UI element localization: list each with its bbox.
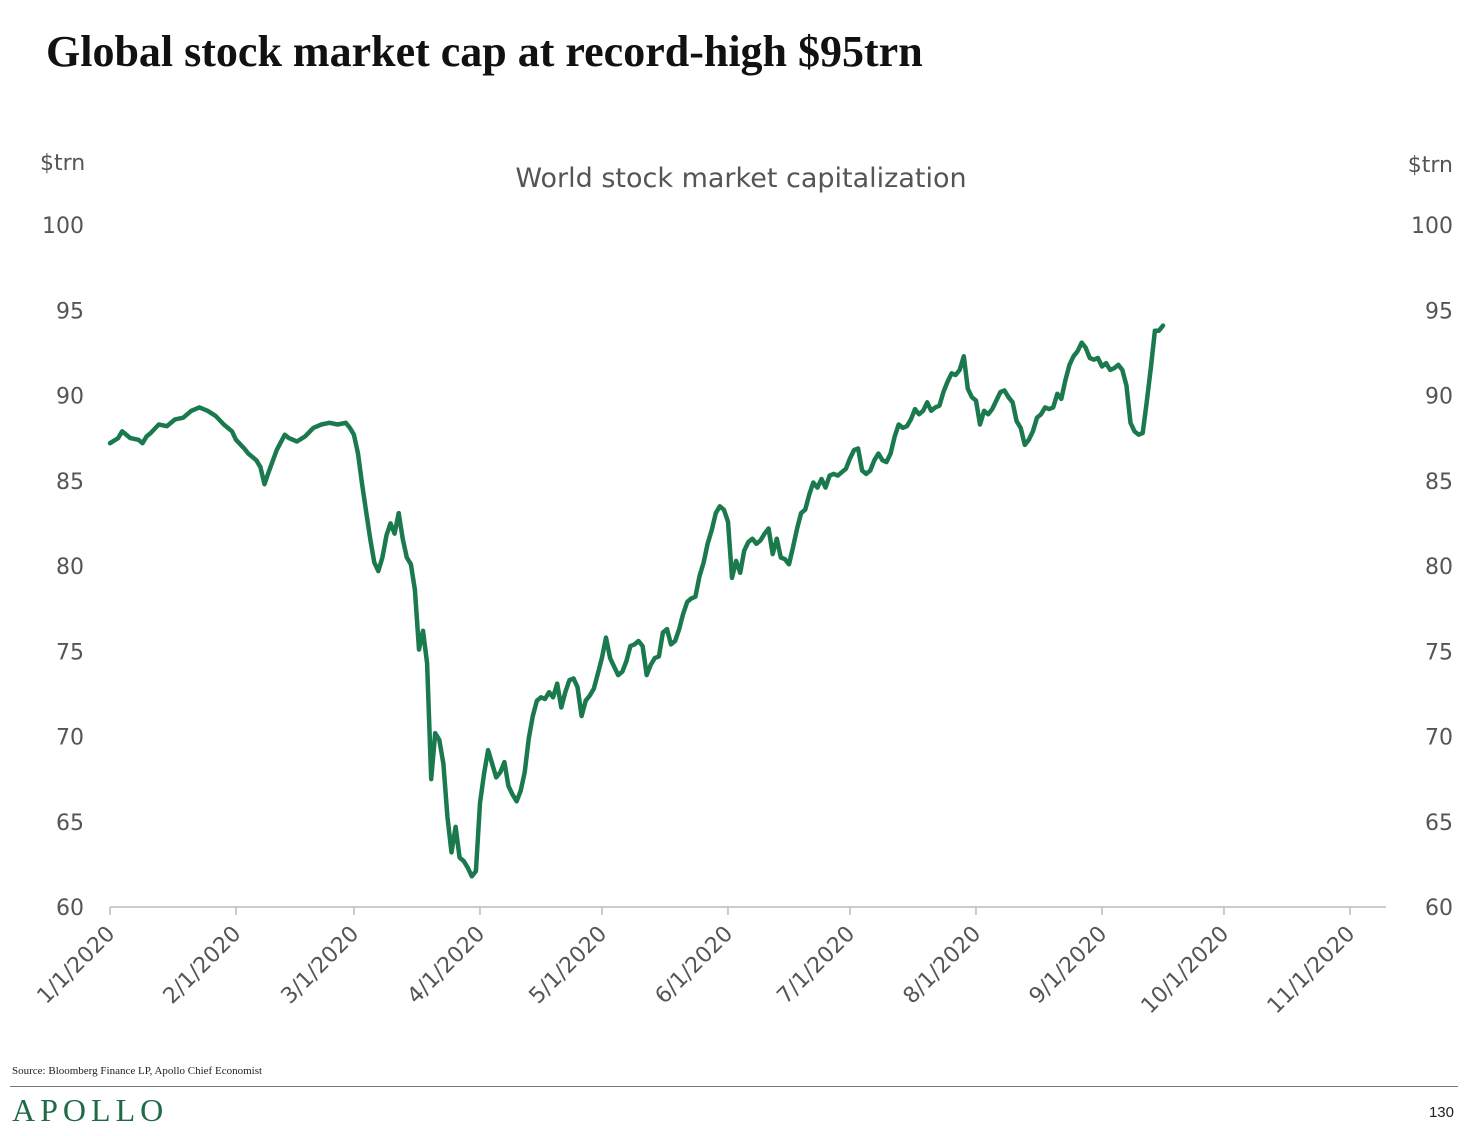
x-tick-label: 10/1/2020	[1137, 922, 1234, 1019]
y-tick-label-left: 90	[56, 385, 84, 410]
x-tick-label: 1/1/2020	[33, 922, 121, 1010]
x-tick-label: 3/1/2020	[277, 922, 365, 1010]
x-tick-label: 11/1/2020	[1263, 922, 1360, 1019]
y-tick-label-right: 95	[1425, 299, 1453, 324]
x-tick-label: 2/1/2020	[159, 922, 247, 1010]
y-tick-label-left: 80	[56, 555, 84, 580]
y-tick-label-right: 70	[1425, 726, 1453, 751]
chart-title: World stock market capitalization	[515, 163, 966, 194]
x-tick-label: 6/1/2020	[651, 922, 739, 1010]
y-axis-unit-left: $trn	[40, 151, 85, 176]
y-tick-label-right: 85	[1425, 470, 1453, 495]
page-number: 130	[1428, 1104, 1454, 1121]
x-tick-label: 7/1/2020	[773, 922, 861, 1010]
y-tick-label-right: 80	[1425, 555, 1453, 580]
x-tick-label: 5/1/2020	[525, 922, 613, 1010]
x-tick-label: 8/1/2020	[899, 922, 987, 1010]
y-tick-label-left: 75	[56, 640, 84, 665]
y-tick-label-left: 85	[56, 470, 84, 495]
x-tick-label: 9/1/2020	[1025, 922, 1113, 1010]
series-line	[107, 323, 1166, 879]
footer-divider	[10, 1086, 1458, 1087]
y-tick-label-right: 75	[1425, 640, 1453, 665]
page-title: Global stock market cap at record-high $…	[46, 27, 923, 76]
y-tick-label-right: 65	[1425, 811, 1453, 836]
source-note: Source: Bloomberg Finance LP, Apollo Chi…	[12, 1065, 263, 1077]
y-axis-unit-right: $trn	[1408, 153, 1453, 178]
x-tick-label: 4/1/2020	[403, 922, 491, 1010]
y-tick-label-left: 60	[56, 896, 84, 921]
y-tick-label-left: 65	[56, 811, 84, 836]
y-tick-label-left: 100	[42, 214, 84, 239]
y-tick-label-right: 60	[1425, 896, 1453, 921]
y-tick-label-right: 100	[1411, 214, 1453, 239]
y-tick-label-left: 95	[56, 299, 84, 324]
apollo-logo: APOLLO	[12, 1092, 169, 1128]
line-chart: World stock market capitalization $trn $…	[33, 151, 1453, 1019]
y-tick-label-left: 70	[56, 726, 84, 751]
y-tick-label-right: 90	[1425, 385, 1453, 410]
